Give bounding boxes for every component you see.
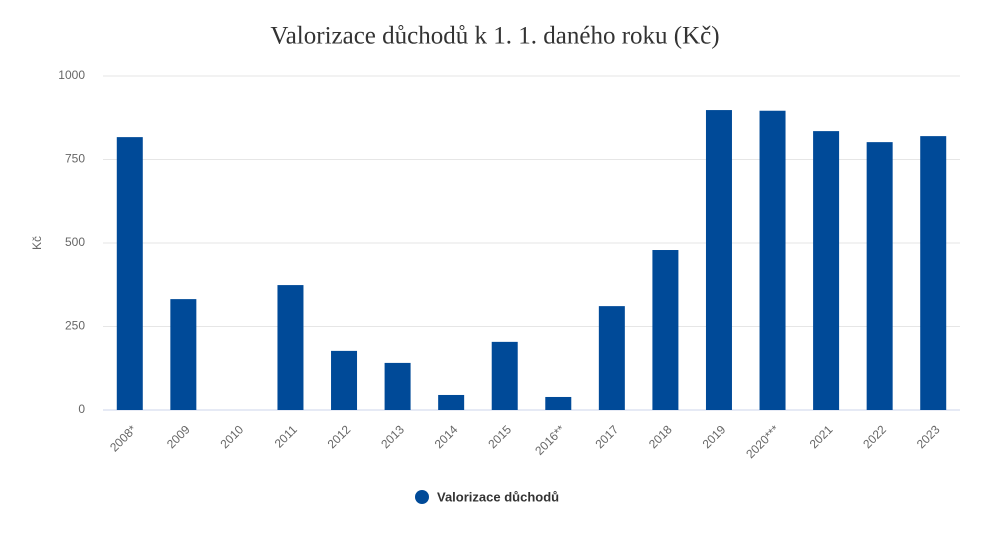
x-tick-label: 2012 — [325, 422, 354, 451]
bar — [598, 306, 625, 410]
bar — [331, 350, 358, 410]
x-tick-label: 2014 — [432, 422, 461, 451]
bar — [759, 110, 786, 411]
chart-title: Valorizace důchodů k 1. 1. daného roku (… — [270, 23, 719, 50]
legend-label: Valorizace důchodů — [437, 489, 559, 504]
x-tick-label: 2020*** — [743, 422, 782, 461]
x-tick-label: 2022 — [860, 422, 889, 451]
bar — [438, 394, 465, 410]
x-tick-label: 2018 — [646, 422, 675, 451]
y-tick-label: 250 — [65, 319, 85, 333]
y-tick-label: 750 — [65, 152, 85, 166]
y-axis-label: Kč — [30, 236, 44, 250]
bar — [866, 142, 893, 410]
x-tick-label: 2017 — [592, 422, 621, 451]
y-tick-label: 1000 — [58, 68, 85, 82]
bar — [652, 250, 679, 410]
x-tick-label: 2023 — [914, 422, 943, 451]
x-tick-label: 2021 — [807, 422, 836, 451]
x-tick-label: 2016** — [532, 422, 568, 458]
bar — [170, 299, 197, 410]
bar — [705, 110, 732, 411]
bar — [277, 285, 304, 410]
bar — [545, 396, 572, 410]
bar — [920, 136, 947, 410]
bar — [491, 341, 518, 410]
x-tick-label: 2009 — [164, 422, 193, 451]
y-tick-label: 0 — [78, 402, 85, 416]
x-tick-label: 2013 — [378, 422, 407, 451]
y-tick-label: 500 — [65, 235, 85, 249]
legend-marker — [415, 490, 429, 504]
x-tick-label: 2010 — [217, 422, 246, 451]
bar — [813, 131, 840, 411]
x-tick-label: 2011 — [272, 422, 300, 450]
x-tick-label: 2008* — [107, 422, 139, 454]
x-tick-label: 2015 — [485, 422, 514, 451]
bar — [384, 362, 411, 410]
bar — [116, 137, 143, 410]
x-tick-label: 2019 — [700, 422, 729, 451]
